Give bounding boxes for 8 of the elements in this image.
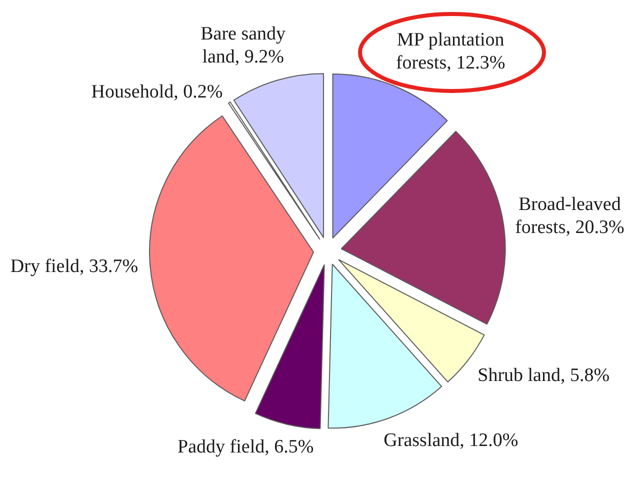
slice-label: Household, 0.2% [91, 81, 223, 102]
slice-label: Paddy field, 6.5% [178, 436, 314, 458]
slice-label: Dry field, 33.7% [10, 256, 138, 277]
slice-label: Bare sandy land, 9.2% [200, 23, 286, 68]
slice-label: Grassland, 12.0% [384, 430, 518, 451]
slice-label: MP plantation forests, 12.3% [396, 29, 506, 74]
slice-label: Shrub land, 5.8% [478, 364, 610, 386]
slice-label: Broad-leaved forests, 20.3% [515, 194, 624, 238]
